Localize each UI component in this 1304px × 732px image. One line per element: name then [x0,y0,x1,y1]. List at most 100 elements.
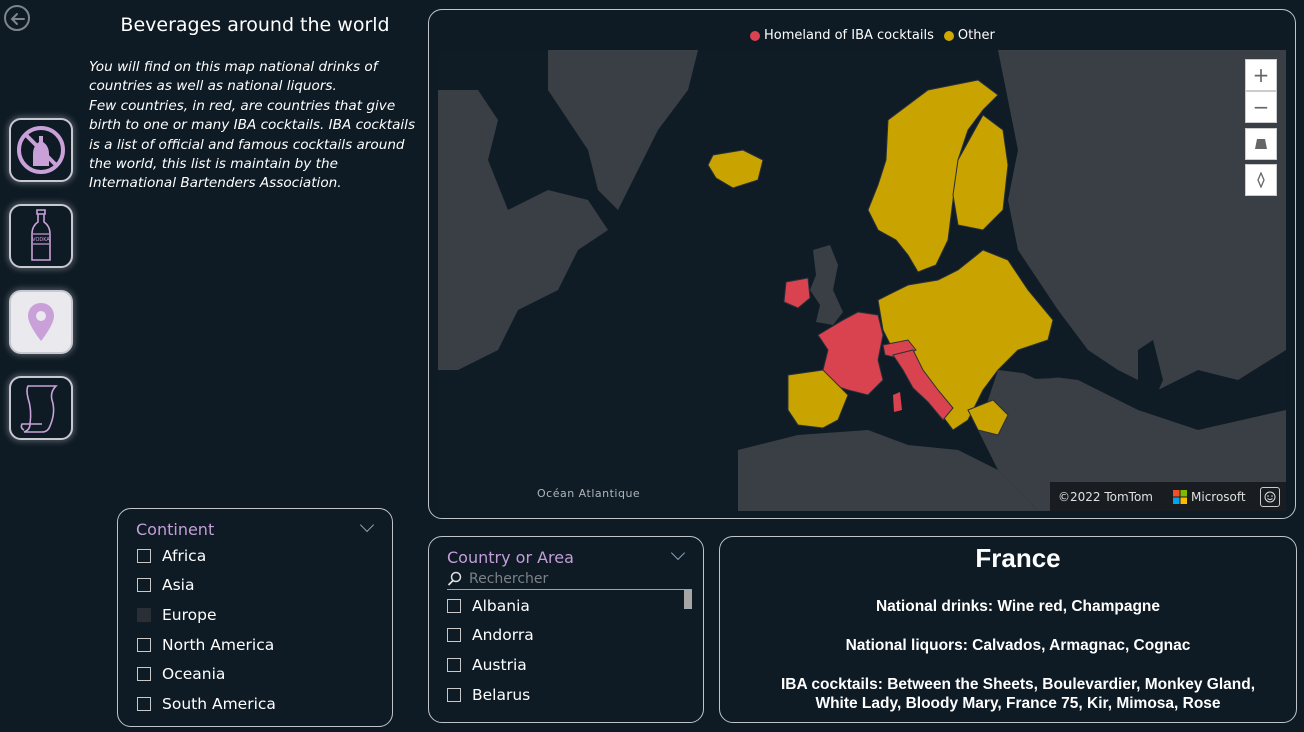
country-norway-sweden[interactable] [867,79,999,273]
vodka-bottle-icon: VODKA [31,209,51,261]
option-label: Belarus [472,685,531,704]
map-legend: Homeland of IBA cocktails Other [750,28,1001,43]
national-drinks: National drinks: Wine red, Champagne [875,598,1161,615]
black-sea [1013,345,1088,380]
map-canvas [438,50,1286,511]
legend-label: Other [957,28,995,43]
europe-map[interactable] [438,50,1286,511]
country-turkey[interactable] [1008,378,1088,408]
land-russia [998,50,1286,390]
ocean-label: Océan Atlantique [537,487,641,500]
country-name: France [975,543,1061,573]
attribution-text: ©2022 TomTom [1058,489,1153,504]
checkbox[interactable] [137,578,151,593]
option-label: Albania [472,596,530,615]
map-pin-icon [28,303,54,341]
option-south-america[interactable]: South America [137,689,276,719]
checkbox[interactable] [447,598,461,613]
description-paragraph-2: Few countries, in red, are countries tha… [89,97,416,192]
country-greece[interactable] [967,399,1009,436]
nav-button-no-drinks[interactable] [9,118,73,182]
option-albania[interactable]: Albania [447,591,534,621]
country-options: Albania Andorra Austria Belarus [447,591,534,709]
compass-icon [1257,172,1265,188]
option-label: Africa [162,546,207,565]
option-label: Europe [162,605,217,624]
microsoft-logo-icon [1173,489,1187,504]
page-title: Beverages around the world [120,14,390,36]
checkbox[interactable] [447,657,461,672]
scroll-icon [20,385,58,433]
country-detail-card [719,536,1297,723]
slicer-title: Continent [136,520,215,539]
slicer-title: Country or Area [447,548,574,567]
brand-label: Microsoft [1191,489,1246,504]
option-asia[interactable]: Asia [137,571,276,601]
microsoft-brand: Microsoft [1173,489,1246,504]
iba-cocktails-line-2: White Lady, Bloody Mary, France 75, Kir,… [815,695,1221,712]
nav-button-vodka[interactable]: VODKA [9,204,73,268]
nav-button-scroll[interactable] [9,376,73,440]
legend-dot-icon [750,30,760,41]
caspian-sea [1138,340,1163,410]
checkbox[interactable] [137,667,151,682]
country-uk[interactable] [810,245,843,325]
continent-slicer: Continent Africa Asia Europe North Ameri… [117,508,393,727]
option-north-america[interactable]: North America [137,630,276,660]
checkbox[interactable] [447,687,461,702]
map-visual-frame [428,9,1296,519]
legend-item-other[interactable]: Other [943,28,995,43]
option-oceania[interactable]: Oceania [137,659,276,689]
back-button[interactable] [4,5,30,31]
checkbox[interactable] [137,637,151,652]
zoom-in-button[interactable]: + [1245,59,1277,91]
land-africa [738,430,1038,511]
scrollbar[interactable] [684,590,692,609]
search-input[interactable]: Rechercher [447,569,692,590]
no-drinks-icon [17,126,65,174]
option-label: South America [162,694,276,713]
svg-text:VODKA: VODKA [32,237,50,243]
checkbox[interactable] [137,607,151,622]
option-austria[interactable]: Austria [447,650,534,680]
country-finland[interactable] [952,114,1009,231]
nav-button-map[interactable] [9,290,73,354]
feedback-button[interactable] [1260,486,1280,507]
option-label: Andorra [472,626,534,645]
legend-label: Homeland of IBA cocktails [764,28,934,43]
option-africa[interactable]: Africa [137,541,276,571]
page-description: You will find on this map national drink… [89,58,424,194]
continent-options: Africa Asia Europe North America Oceania… [137,541,276,719]
smiley-icon [1264,491,1276,502]
map-attribution: ©2022 TomTom Microsoft [1050,482,1286,511]
chevron-down-icon[interactable] [359,517,375,533]
option-belarus[interactable]: Belarus [447,680,534,710]
country-slicer: Country or Area [428,536,704,723]
country-ireland[interactable] [783,277,811,309]
country-iceland[interactable] [707,149,764,189]
option-label: Austria [472,655,527,674]
chevron-down-icon[interactable] [670,545,686,561]
option-europe[interactable]: Europe [137,600,276,630]
option-label: Asia [162,576,195,595]
arrow-left-icon [10,13,25,25]
tilt-button[interactable] [1245,128,1277,160]
country-sardinia [893,392,902,412]
option-andorra[interactable]: Andorra [447,621,534,651]
zoom-out-button[interactable]: − [1245,91,1277,123]
checkbox[interactable] [137,696,151,711]
national-liquors: National liquors: Calvados, Armagnac, Co… [845,637,1191,654]
description-paragraph-1: You will find on this map national drink… [89,59,378,95]
tilt-icon [1255,139,1267,149]
search-icon [447,571,462,586]
country-spain-portugal[interactable] [787,369,849,429]
country-italy[interactable] [892,349,954,421]
legend-item-iba[interactable]: Homeland of IBA cocktails [750,28,934,43]
option-label: North America [162,635,275,654]
checkbox[interactable] [447,628,461,643]
land-greenland [548,50,698,210]
iba-cocktails-line-1: IBA cocktails: Between the Sheets, Boule… [780,676,1256,693]
checkbox[interactable] [137,548,151,563]
compass-button[interactable] [1245,164,1277,196]
search-placeholder: Rechercher [469,571,549,587]
